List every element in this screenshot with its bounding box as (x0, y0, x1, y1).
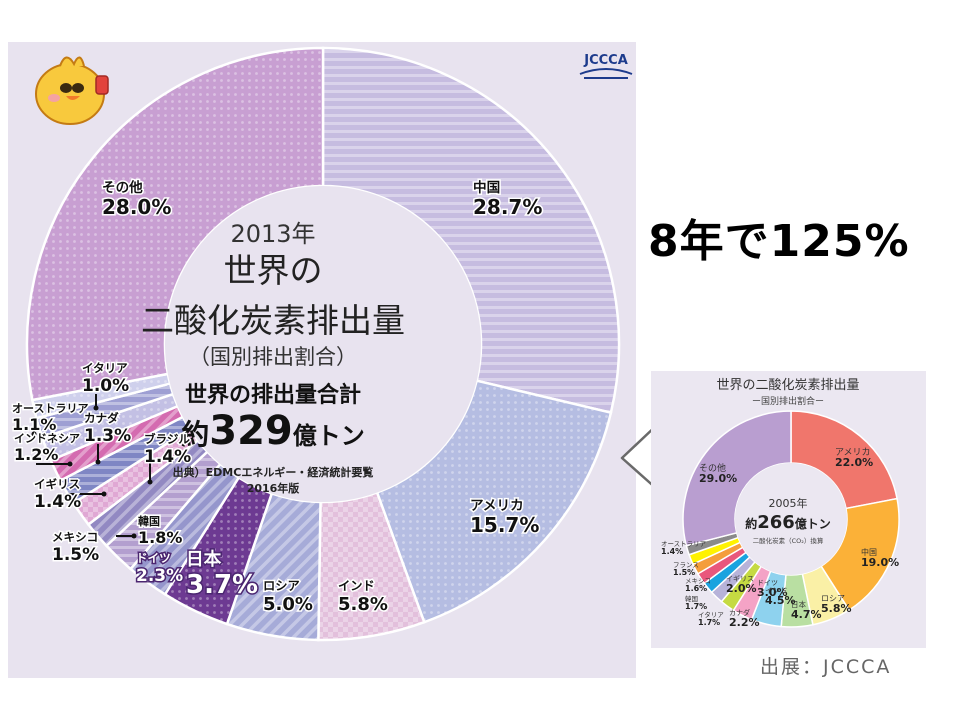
main-chart-svg: JCCCA 2013年 世界の二酸化炭素排出量 （国別排出割合） 世界の排出量合… (8, 42, 636, 678)
small-label-value-0: 22.0% (835, 456, 873, 469)
small-donut-hole (735, 463, 847, 575)
main-leader-dot-8 (101, 491, 107, 497)
growth-headline: 8年で125% (648, 216, 910, 267)
main-year: 2013年 (230, 220, 315, 248)
small-total-prefix: 約 (745, 516, 757, 531)
small-label-value-1: 19.0% (861, 556, 899, 569)
bird-mascot-icon (35, 56, 109, 125)
main-label-value-6: 1.8% (138, 528, 182, 547)
small-label-value-5: 3.0% (757, 586, 788, 599)
small-year: 2005年 (769, 496, 808, 510)
main-label-value-12: 1.1% (12, 415, 56, 434)
small-donut-chart: 世界の二酸化炭素排出量 ー国別排出割合ー 2005年 約266億トン 二酸化炭素… (651, 371, 926, 648)
small-label-value-6: 2.2% (729, 616, 760, 629)
small-label-value-10: 1.6% (685, 584, 707, 593)
main-label-value-7: 1.5% (52, 545, 99, 565)
main-leader-dot-10 (67, 461, 73, 467)
small-label-value-8: 1.7% (698, 618, 720, 627)
small-total-unit: 億トン (795, 516, 831, 531)
main-leader-dot-12 (31, 431, 37, 437)
small-label-value-13: 29.0% (699, 472, 737, 485)
main-label-name-2: インド (338, 579, 375, 593)
main-donut-chart: JCCCA 2013年 世界の二酸化炭素排出量 （国別排出割合） 世界の排出量合… (8, 42, 636, 678)
small-note: 二酸化炭素（CO₂）換算 (753, 536, 824, 545)
small-label-name-0: アメリカ (835, 447, 871, 458)
small-label-name-6: カナダ (729, 608, 750, 617)
main-title: 世界の二酸化炭素排出量 (141, 251, 405, 340)
main-label-value-0: 28.7% (473, 195, 542, 219)
main-total-label: 世界の排出量合計 (185, 382, 361, 408)
main-donut-hole (165, 186, 481, 502)
main-label-value-11: 1.3% (84, 426, 131, 446)
main-label-value-10: 1.2% (14, 445, 58, 464)
main-label-name-10: インドネシア (14, 432, 80, 445)
small-label-name-7: イギリス (726, 575, 754, 583)
main-label-name-4: 日本 (186, 548, 222, 570)
main-total-line: 約329億トン (181, 408, 365, 454)
small-label-name-12: オーストラリア (661, 540, 707, 548)
small-subtitle: ー国別排出割合ー (752, 395, 824, 407)
small-chart-svg: 世界の二酸化炭素排出量 ー国別排出割合ー 2005年 約266億トン 二酸化炭素… (651, 371, 926, 648)
main-total-unit: 億トン (293, 422, 365, 450)
small-label-value-4: 4.5% (765, 594, 796, 607)
main-leader-dot-13 (93, 405, 99, 411)
main-label-value-3: 5.0% (263, 594, 313, 615)
small-title: 世界の二酸化炭素排出量 (716, 378, 859, 393)
main-label-name-11: カナダ (84, 411, 119, 425)
main-label-value-5: 2.3% (136, 566, 183, 586)
small-label-value-11: 1.5% (673, 568, 695, 577)
main-leader-lines (31, 394, 153, 539)
main-label-name-9: ブラジル (144, 432, 190, 446)
small-label-value-7: 2.0% (726, 582, 757, 595)
main-total-prefix: 約 (181, 418, 209, 451)
main-label-value-1: 15.7% (470, 513, 539, 537)
main-label-value-8: 1.4% (34, 492, 81, 512)
main-label-name-5: ドイツ (136, 551, 171, 565)
main-title-line: 世界の (224, 251, 323, 290)
main-subtitle: （国別排出割合） (189, 345, 357, 369)
main-label-name-12: オーストラリア (12, 402, 88, 415)
small-total-value: 266 (757, 512, 795, 533)
small-label-value-3: 4.7% (791, 608, 822, 621)
main-label-name-3: ロシア (263, 579, 300, 593)
small-label-name-2: ロシア (821, 594, 845, 603)
main-label-name-1: アメリカ (470, 498, 524, 514)
small-label-name-13: その他 (699, 462, 726, 474)
small-label-value-2: 5.8% (821, 602, 852, 615)
main-label-name-7: メキシコ (52, 530, 98, 544)
main-slice-labels: 中国28.7%アメリカ15.7%インド5.8%ロシア5.0%日本3.7%ドイツ2… (11, 178, 544, 617)
small-label-name-11: フランス (673, 561, 699, 569)
small-label-name-9: 韓国 (685, 594, 698, 603)
main-label-name-8: イギリス (34, 477, 80, 491)
main-label-value-2: 5.8% (338, 594, 388, 615)
main-edition: 2016年版 (247, 481, 300, 495)
main-label-name-6: 韓国 (138, 514, 160, 528)
logo-text: JCCCA (583, 53, 628, 68)
main-leader-dot-9 (147, 479, 153, 485)
main-label-value-13: 1.0% (82, 376, 129, 396)
jccca-logo-icon: JCCCA (579, 53, 633, 79)
small-label-name-4: インド (765, 586, 788, 595)
main-title-line: 二酸化炭素排出量 (141, 301, 405, 340)
main-label-value-4: 3.7% (186, 570, 258, 600)
small-label-name-1: 中国 (861, 547, 877, 557)
small-label-name-8: イタリア (698, 610, 724, 619)
small-label-name-10: メキシコ (685, 577, 711, 585)
main-label-name-13: イタリア (82, 361, 128, 375)
main-label-name-0: 中国 (473, 179, 500, 196)
small-label-value-9: 1.7% (685, 602, 707, 611)
main-leader-dot-7 (131, 533, 137, 539)
small-label-name-3: 日本 (791, 599, 806, 609)
small-label-name-5: ドイツ (757, 579, 778, 587)
main-label-value-14: 28.0% (102, 195, 171, 219)
small-total-line: 約266億トン (745, 512, 831, 533)
main-label-name-14: その他 (102, 179, 143, 196)
source-note: 出展：JCCCA (760, 656, 892, 678)
main-total-value: 329 (209, 408, 293, 454)
main-label-value-9: 1.4% (144, 447, 191, 467)
small-label-value-12: 1.4% (661, 547, 683, 556)
main-leader-dot-11 (95, 459, 101, 465)
main-source: 出典）EDMCエネルギー・経済統計要覧 (173, 465, 374, 479)
